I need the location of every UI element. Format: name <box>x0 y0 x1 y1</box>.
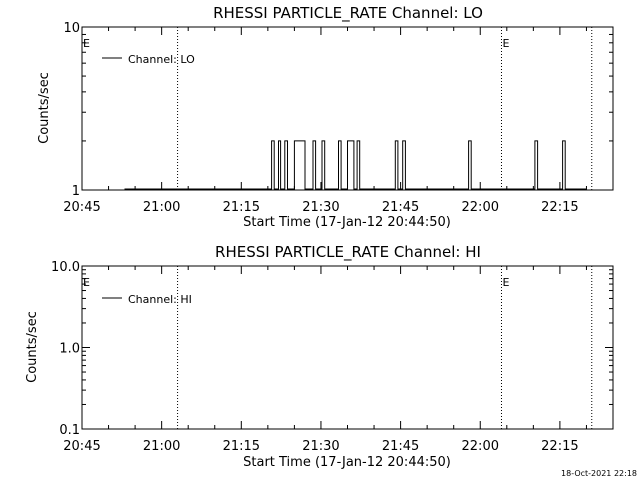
x-axis-label-hi: Start Time (17-Jan-12 20:44:50) <box>243 455 451 470</box>
y-ticks-lo: 1 10 <box>63 21 613 199</box>
x-axis-label-lo: Start Time (17-Jan-12 20:44:50) <box>243 215 451 230</box>
x-tick-label: 20:45 <box>63 200 100 215</box>
x-tick-label: 20:45 <box>63 439 100 454</box>
x-tick-label: 21:15 <box>223 439 260 454</box>
x-tick-label: 22:15 <box>541 439 578 454</box>
y-axis-label-lo: Counts/sec <box>37 72 52 144</box>
x-tick-label: 21:00 <box>143 200 180 215</box>
legend-label-lo: Channel: LO <box>128 53 195 66</box>
plot-frame-hi <box>81 265 614 430</box>
series-lo <box>124 140 587 190</box>
chart-title-hi: RHESSI PARTICLE_RATE Channel: HI <box>215 243 481 262</box>
x-tick-label: 22:15 <box>541 200 578 215</box>
x-tick-label: 21:30 <box>302 200 339 215</box>
y-ticks-hi: 0.1 1.0 10.0 <box>51 260 613 438</box>
x-tick-label: 22:00 <box>462 439 499 454</box>
footer-timestamp: 18-Oct-2021 22:18 <box>561 469 637 478</box>
lo-channel-panel: RHESSI PARTICLE_RATE Channel: LO 20:45 21… <box>37 4 614 230</box>
y-tick-label: 10.0 <box>51 260 80 275</box>
x-ticks-hi: 20:45 21:00 21:15 21:30 21:45 22:00 22:15 <box>63 266 614 454</box>
event-marker-label: E <box>502 37 509 50</box>
legend-hi: Channel: HI <box>102 293 192 306</box>
event-marker-label: E <box>83 37 90 50</box>
x-tick-label: 21:45 <box>382 439 419 454</box>
x-tick-label: 21:00 <box>143 439 180 454</box>
x-tick-label: 22:00 <box>462 200 499 215</box>
hi-channel-panel: RHESSI PARTICLE_RATE Channel: HI 20:45 21… <box>25 243 614 470</box>
x-tick-label: 21:30 <box>302 439 339 454</box>
y-tick-label: 1.0 <box>59 342 80 357</box>
y-tick-label: 1 <box>72 184 80 199</box>
y-tick-label: 10 <box>63 21 80 36</box>
x-tick-label: 21:15 <box>223 200 260 215</box>
series-line <box>124 140 587 190</box>
y-axis-label-hi: Counts/sec <box>25 311 40 383</box>
event-marker-label: E <box>83 276 90 289</box>
legend-label-hi: Channel: HI <box>128 293 192 306</box>
chart-title-lo: RHESSI PARTICLE_RATE Channel: LO <box>213 4 483 23</box>
x-tick-label: 21:45 <box>382 200 419 215</box>
event-marker-label: E <box>502 276 509 289</box>
legend-lo: Channel: LO <box>102 53 195 66</box>
y-tick-label: 0.1 <box>59 423 80 438</box>
